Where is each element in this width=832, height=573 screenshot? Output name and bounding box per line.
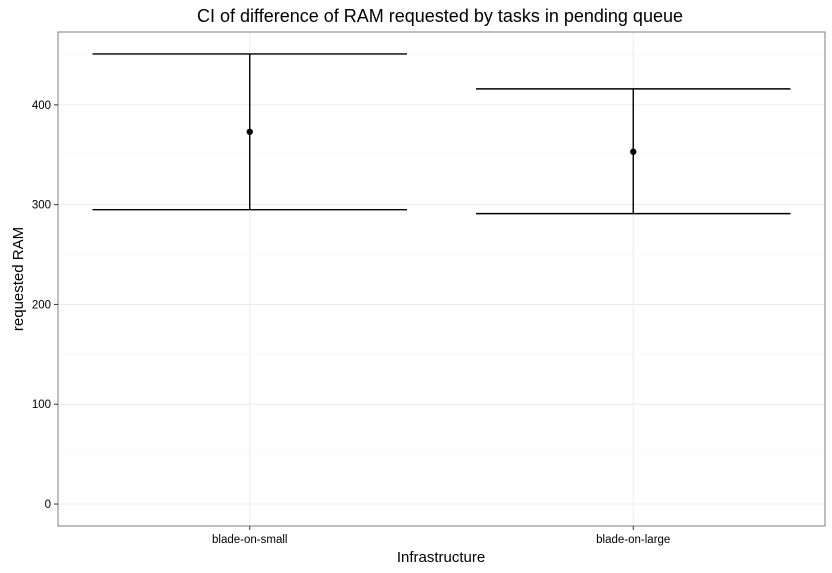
chart-title: CI of difference of RAM requested by tas… [197, 6, 683, 26]
y-tick-label: 400 [32, 100, 51, 112]
x-axis: blade-on-small blade-on-large [212, 526, 670, 546]
x-axis-title: Infrastructure [397, 549, 485, 566]
y-tick-label: 0 [45, 499, 51, 511]
grid [58, 32, 825, 526]
x-tick-label: blade-on-small [212, 534, 287, 546]
point-estimate [246, 128, 253, 135]
plot-panel [57, 31, 826, 527]
x-tick-label: blade-on-large [596, 534, 670, 546]
y-tick-label: 100 [32, 399, 51, 411]
y-tick-label: 300 [32, 200, 51, 212]
y-tick-label: 200 [32, 299, 51, 311]
y-axis-title: requested RAM [10, 227, 27, 331]
point-estimate [630, 148, 637, 155]
y-axis: 0 100 200 300 400 [32, 100, 58, 511]
chart-marks [92, 53, 791, 215]
